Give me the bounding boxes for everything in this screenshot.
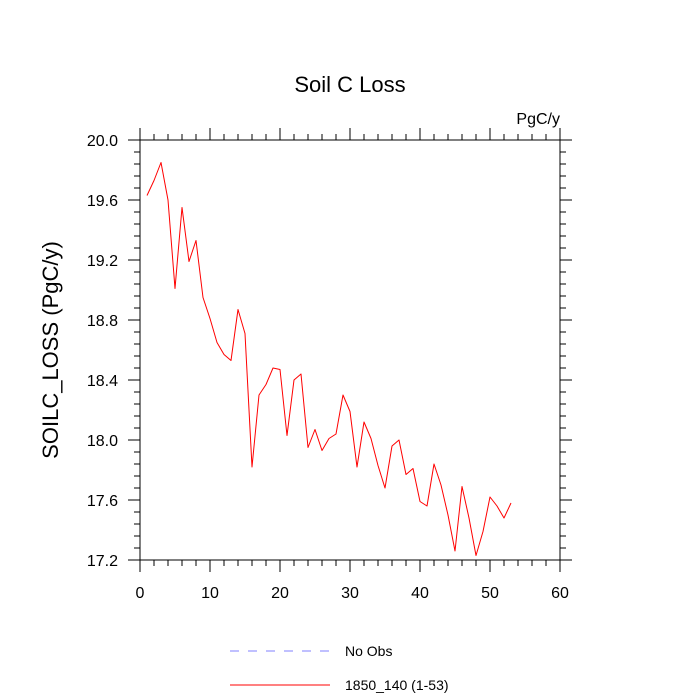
units-label: PgC/y — [516, 111, 560, 128]
x-tick-label: 20 — [271, 585, 289, 602]
y-tick-label: 19.6 — [87, 193, 118, 210]
x-tick-label: 0 — [136, 585, 145, 602]
y-tick-label: 19.2 — [87, 253, 118, 270]
y-axis-label: SOILC_LOSS (PgC/y) — [38, 241, 63, 459]
x-tick-label: 50 — [481, 585, 499, 602]
y-tick-label: 18.4 — [87, 373, 118, 390]
x-tick-label: 60 — [551, 585, 569, 602]
series-line-1850-140-1-53- — [146, 162, 512, 556]
legend: No Obs 1850_140 (1-53) — [230, 643, 449, 693]
series-layer — [146, 162, 512, 556]
x-tick-label: 30 — [341, 585, 359, 602]
axis-ticks — [128, 128, 572, 572]
y-tick-label: 17.6 — [87, 493, 118, 510]
y-tick-label: 17.2 — [87, 553, 118, 570]
y-tick-label: 18.8 — [87, 313, 118, 330]
tick-labels: 0 10 20 30 40 50 60 17.2 17.6 18.0 18.4 18.8 19.2 19.… — [87, 133, 569, 602]
plot-frame — [139, 139, 561, 561]
y-tick-label: 18.0 — [87, 433, 118, 450]
y-tick-label: 20.0 — [87, 133, 118, 150]
chart-title: Soil C Loss — [294, 72, 405, 97]
x-tick-label: 10 — [201, 585, 219, 602]
legend-label-1850-140: 1850_140 (1-53) — [345, 677, 449, 693]
legend-label-no-obs: No Obs — [345, 643, 392, 659]
x-tick-label: 40 — [411, 585, 429, 602]
